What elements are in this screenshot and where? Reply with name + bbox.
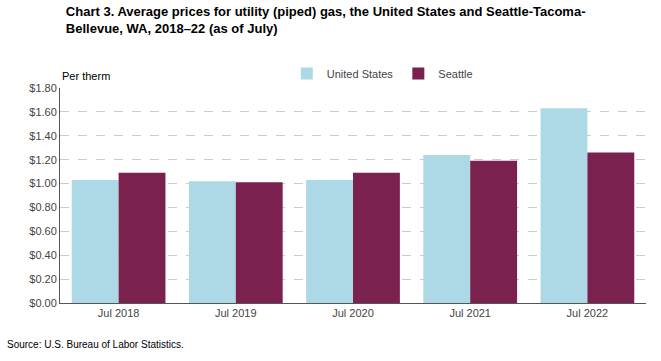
svg-text:Jul 2022: Jul 2022 (567, 307, 609, 319)
svg-text:Source: U.S. Bureau of Labor S: Source: U.S. Bureau of Labor Statistics. (7, 339, 184, 350)
svg-text:$1.40: $1.40 (29, 130, 57, 142)
svg-text:United States: United States (327, 68, 394, 80)
svg-text:$1.00: $1.00 (29, 177, 57, 189)
svg-text:$0.20: $0.20 (29, 273, 57, 285)
svg-text:Jul 2020: Jul 2020 (332, 307, 374, 319)
svg-text:Per therm: Per therm (62, 70, 110, 82)
svg-text:Jul 2018: Jul 2018 (98, 307, 140, 319)
svg-text:Seattle: Seattle (438, 68, 472, 80)
svg-text:Jul 2021: Jul 2021 (449, 307, 491, 319)
svg-text:$0.40: $0.40 (29, 249, 57, 261)
svg-text:Jul 2019: Jul 2019 (215, 307, 257, 319)
svg-text:$1.80: $1.80 (29, 82, 57, 94)
svg-text:$0.60: $0.60 (29, 225, 57, 237)
svg-text:$1.60: $1.60 (29, 106, 57, 118)
svg-text:$0.80: $0.80 (29, 201, 57, 213)
svg-text:Chart 3. Average prices for ut: Chart 3. Average prices for utility (pip… (66, 4, 586, 36)
svg-text:$0.00: $0.00 (29, 297, 57, 309)
svg-text:$1.20: $1.20 (29, 154, 57, 166)
